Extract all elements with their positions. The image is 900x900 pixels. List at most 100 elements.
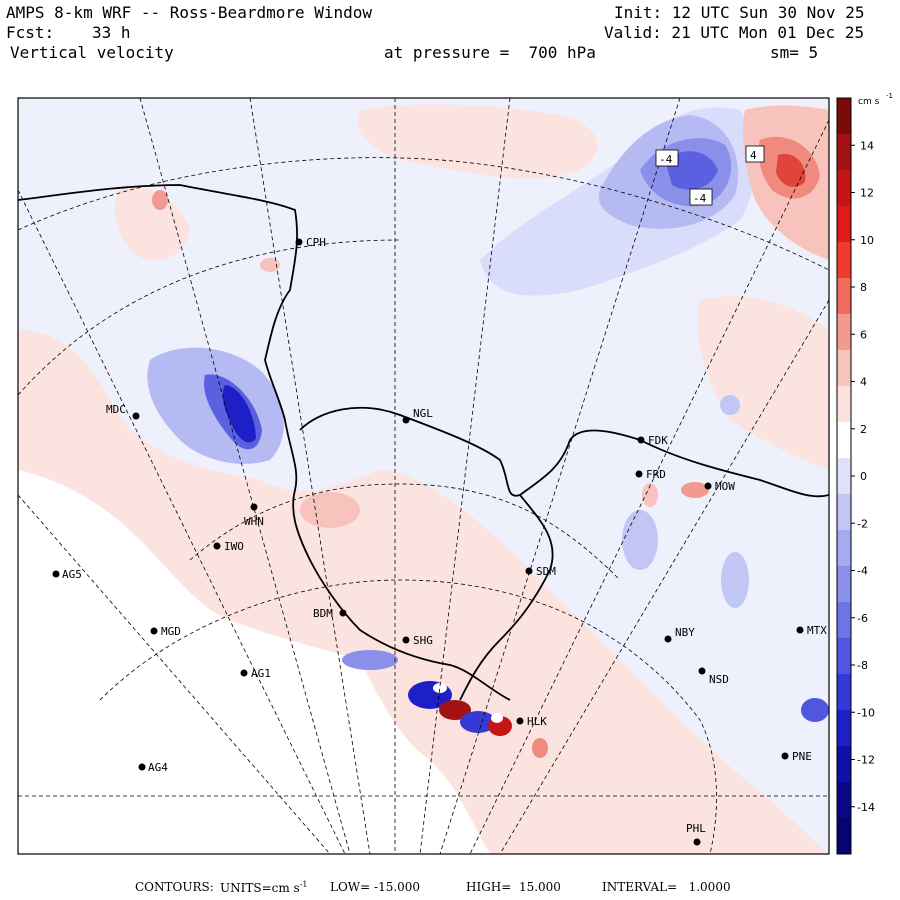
colorbar-swatch [837,530,851,567]
pressure-level: at pressure = 700 hPa [384,43,596,62]
footer-low: LOW= -15.000 [330,880,421,894]
colorbar-tick-label: -10 [857,706,875,719]
colorbar-swatch [837,242,851,279]
map-frame [17,97,830,855]
station-mdc: MDC [106,403,140,420]
map-title: AMPS 8-km WRF -- Ross-Beardmore Window [6,3,373,22]
blue-cluster-west [147,347,284,464]
colorbar-tick-label: 2 [860,423,867,436]
contour-label: -4 [659,153,673,166]
svg-text:MDC: MDC [106,403,126,416]
svg-text:NBY: NBY [675,626,695,639]
graticule [18,98,829,854]
colorbar-tick-label: 0 [860,470,867,483]
svg-text:FDK: FDK [648,434,668,447]
svg-text:HLK: HLK [527,715,547,728]
colorbar-swatch [837,386,851,423]
colorbar-tick-label: 4 [860,376,867,389]
coastline [18,184,829,701]
colorbar: 14 12 10 8 6 4 2 0 -2 -4 -6 -8 -10 -12 -14 cm s -1 [836,92,893,855]
colorbar-swatch [837,314,851,351]
colorbar-tick-label: -12 [857,754,875,767]
colorbar-swatch [837,422,851,459]
svg-text:PHL: PHL [686,822,706,835]
station-bdm: BDM [313,607,347,620]
colorbar-units-exp: -1 [886,92,893,100]
svg-text:IWO: IWO [224,540,244,553]
colorbar-swatch [837,674,851,711]
colorbar-swatch [837,494,851,531]
svg-text:FRD: FRD [646,468,666,481]
small-features [152,190,829,722]
init-time: Init: 12 UTC Sun 30 Nov 25 [614,3,865,22]
station-cph: CPH [295,236,326,249]
no-data-region [18,470,490,854]
colorbar-swatch [837,782,851,819]
colorbar-tick-label: 6 [860,328,867,341]
map-panel: -4 -4 4 CPH MDC NGL FDK FRD MOW WHN IWO … [18,98,829,854]
colorbar-swatch [837,746,851,783]
svg-text:SHG: SHG [413,634,433,647]
fcst-value: 33 h [92,23,131,42]
upward-motion-fill [18,104,829,854]
station-ag5: AG5 [52,568,82,581]
svg-text:MOW: MOW [715,480,735,493]
colorbar-tick-label: -14 [857,801,875,814]
contour-label: 4 [750,149,757,162]
svg-text:MTX: MTX [807,624,827,637]
svg-text:NSD: NSD [709,673,729,686]
station-frd: FRD [635,468,666,481]
valid-time: Valid: 21 UTC Mon 01 Dec 25 [604,23,865,42]
colorbar-swatch [837,206,851,243]
colorbar-swatch [837,98,851,135]
colorbar-swatch [837,458,851,495]
station-ngl: NGL [402,407,433,424]
station-pne: PNE [781,750,812,763]
stations: CPH MDC NGL FDK FRD MOW WHN IWO AG5 SDM … [52,236,827,846]
station-iwo: IWO [213,540,244,553]
svg-text:AG1: AG1 [251,667,271,680]
footer-high: HIGH= 15.000 [466,880,561,894]
station-ag4: AG4 [138,761,168,774]
station-whn: WHN [244,503,264,528]
colorbar-swatch [837,278,851,315]
svg-text:WHN: WHN [244,515,264,528]
colorbar-tick-label: 14 [860,139,874,152]
station-mtx: MTX [796,624,827,637]
svg-text:PNE: PNE [792,750,812,763]
colorbar-swatch [837,566,851,603]
station-hlk: HLK [516,715,547,728]
field-name: Vertical velocity [10,43,174,62]
contour-label: -4 [693,192,707,205]
svg-text:BDM: BDM [313,607,333,620]
colorbar-tick-label: 8 [860,281,867,294]
station-ag1: AG1 [240,667,271,680]
svg-text:SDM: SDM [536,565,556,578]
colorbar-swatch [837,710,851,747]
colorbar-swatch [837,170,851,207]
svg-text:AG5: AG5 [62,568,82,581]
colorbar-tick-label: -8 [857,659,868,672]
svg-text:NGL: NGL [413,407,433,420]
colorbar-swatch [837,602,851,639]
station-phl: PHL [686,822,706,846]
station-mow: MOW [704,480,735,493]
colorbar-units: cm s [858,97,880,107]
station-nsd: NSD [698,667,729,686]
colorbar-swatch [837,818,851,855]
colorbar-tick-label: 10 [860,234,874,247]
station-shg: SHG [402,634,433,647]
fcst-label: Fcst: [6,23,55,42]
colorbar-tick-label: -2 [857,517,868,530]
colorbar-tick-label: -6 [857,612,868,625]
station-mgd: MGD [150,625,181,638]
colorbar-tick-label: -4 [857,565,868,578]
colorbar-swatch [837,638,851,675]
footer-contours: CONTOURS: [135,880,214,894]
station-fdk: FDK [637,434,668,447]
contour-labels: -4 -4 4 [655,145,765,206]
smoothing: sm= 5 [770,43,819,62]
station-sdm: SDM [525,565,556,578]
svg-text:AG4: AG4 [148,761,168,774]
